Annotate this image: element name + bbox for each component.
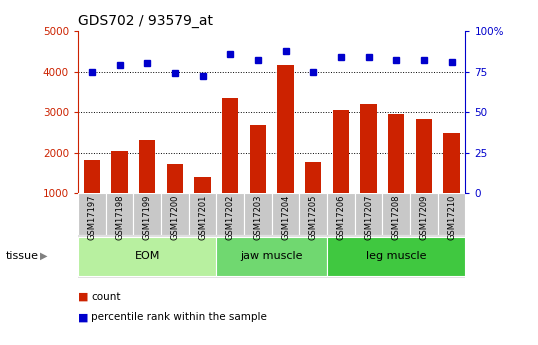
Bar xyxy=(355,193,383,235)
Text: leg muscle: leg muscle xyxy=(366,251,427,261)
Bar xyxy=(299,193,327,235)
Bar xyxy=(222,98,238,234)
Text: GSM17199: GSM17199 xyxy=(143,195,152,240)
Bar xyxy=(305,162,322,234)
Bar xyxy=(443,133,460,234)
Bar xyxy=(277,65,294,234)
Text: GSM17203: GSM17203 xyxy=(253,195,263,240)
Bar xyxy=(244,193,272,235)
Bar xyxy=(388,114,405,234)
Bar xyxy=(327,193,355,235)
Bar xyxy=(78,193,105,235)
Bar xyxy=(139,140,155,234)
Bar xyxy=(216,237,327,276)
Bar xyxy=(194,177,211,234)
Text: GSM17207: GSM17207 xyxy=(364,195,373,240)
Bar xyxy=(250,125,266,234)
Bar xyxy=(105,193,133,235)
Text: tissue: tissue xyxy=(5,251,38,261)
Text: ■: ■ xyxy=(78,313,89,322)
Bar xyxy=(415,119,432,234)
Text: GSM17201: GSM17201 xyxy=(198,195,207,240)
Bar xyxy=(332,110,349,234)
Text: count: count xyxy=(91,292,121,302)
Text: GSM17198: GSM17198 xyxy=(115,195,124,240)
Text: GSM17204: GSM17204 xyxy=(281,195,290,240)
Bar xyxy=(360,104,377,234)
Bar xyxy=(161,193,189,235)
Text: GSM17205: GSM17205 xyxy=(309,195,318,240)
Text: jaw muscle: jaw muscle xyxy=(240,251,303,261)
Bar xyxy=(111,151,128,234)
Bar xyxy=(78,237,216,276)
Text: percentile rank within the sample: percentile rank within the sample xyxy=(91,313,267,322)
Bar xyxy=(83,160,100,234)
Bar xyxy=(133,193,161,235)
Bar xyxy=(327,237,465,276)
Bar xyxy=(216,193,244,235)
Text: GSM17208: GSM17208 xyxy=(392,195,401,240)
Text: GSM17210: GSM17210 xyxy=(447,195,456,240)
Text: ▶: ▶ xyxy=(40,251,48,261)
Bar xyxy=(383,193,410,235)
Text: GSM17197: GSM17197 xyxy=(87,195,96,240)
Text: GSM17206: GSM17206 xyxy=(336,195,345,240)
Text: GSM17209: GSM17209 xyxy=(419,195,428,240)
Text: GSM17200: GSM17200 xyxy=(171,195,179,240)
Bar xyxy=(189,193,216,235)
Bar xyxy=(167,164,183,234)
Bar xyxy=(438,193,465,235)
Bar xyxy=(272,193,299,235)
Text: GSM17202: GSM17202 xyxy=(225,195,235,240)
Text: ■: ■ xyxy=(78,292,89,302)
Text: EOM: EOM xyxy=(134,251,160,261)
Text: GDS702 / 93579_at: GDS702 / 93579_at xyxy=(78,13,213,28)
Bar xyxy=(410,193,438,235)
